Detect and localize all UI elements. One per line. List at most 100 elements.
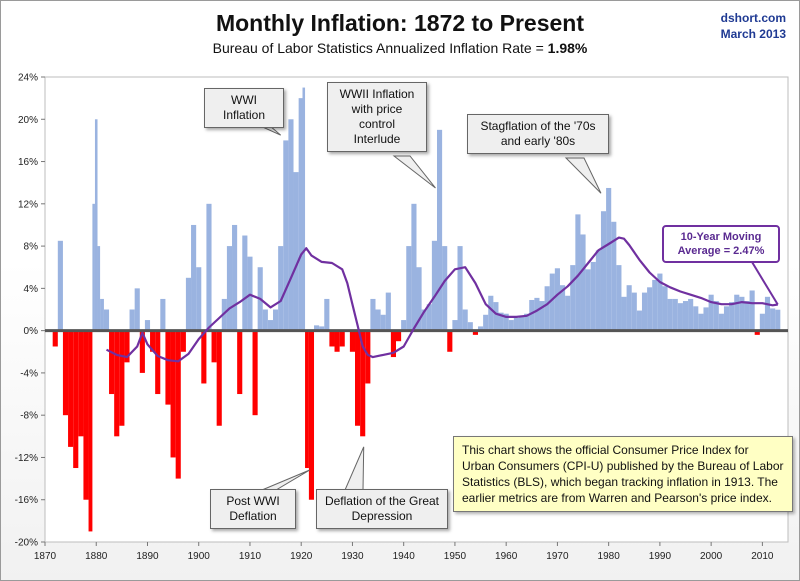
x-tick-label: 1910 [239, 551, 262, 562]
inflation-bar [652, 279, 658, 331]
inflation-bar [206, 203, 212, 331]
deflation-bar [68, 330, 74, 447]
inflation-bar [314, 325, 320, 331]
deflation-bar [237, 330, 243, 395]
inflation-bar [385, 292, 391, 331]
inflation-bar [298, 98, 303, 331]
inflation-bar [698, 313, 704, 331]
deflation-bar [119, 330, 125, 426]
deflation-bar [165, 330, 171, 405]
moving-average-label: 10-Year Moving Average = 2.47% [662, 225, 780, 263]
inflation-bar [426, 304, 432, 331]
deflation-bar [78, 330, 84, 437]
deflation-bar [447, 330, 453, 352]
deflation-bar [334, 330, 340, 352]
deflation-bar [180, 330, 186, 352]
inflation-bar [575, 214, 581, 331]
inflation-bar [242, 235, 248, 331]
inflation-bar [191, 224, 197, 331]
y-tick-label: -16% [15, 495, 38, 506]
x-tick-label: 1970 [546, 551, 569, 562]
deflation-bar [155, 330, 161, 395]
axes-layer: 24% 20% 16% 12% 8% 4% 0% -4% -8% -12% -16% -20% 1870… [15, 73, 788, 562]
inflation-bar [226, 246, 233, 331]
inflation-bar [493, 302, 499, 331]
inflation-bar [370, 298, 376, 331]
inflation-bar [134, 288, 140, 331]
y-tick-label: 20% [18, 115, 38, 126]
inflation-bar [764, 296, 771, 331]
inflation-bar [744, 301, 750, 331]
inflation-bar [498, 312, 504, 331]
y-tick-label: -4% [20, 368, 38, 379]
deflation-bar [83, 330, 89, 500]
deflation-bar [360, 330, 366, 437]
inflation-bar [97, 246, 101, 331]
inflation-bar [600, 211, 607, 331]
deflation-bar [252, 330, 258, 416]
deflation-bar [52, 330, 58, 347]
inflation-bar [196, 267, 202, 331]
inflation-bar [723, 306, 730, 331]
chart-subtitle: Bureau of Labor Statistics Annualized In… [0, 40, 800, 56]
inflation-bar [278, 246, 284, 331]
deflation-bar [349, 330, 356, 352]
deflation-bar [355, 330, 361, 426]
deflation-bar [329, 330, 335, 347]
inflation-bar [529, 299, 535, 331]
deflation-bar [754, 330, 760, 335]
y-tick-label: -20% [15, 538, 38, 549]
inflation-bar [462, 309, 468, 331]
x-tick-label: 1990 [649, 551, 672, 562]
callout-depression: Deflation of the Great Depression [316, 489, 448, 529]
inflation-bar [641, 292, 648, 331]
y-tick-label: 8% [24, 242, 39, 253]
inflation-bar [677, 303, 683, 331]
x-tick-label: 1900 [188, 551, 211, 562]
y-tick-label: -8% [20, 411, 38, 422]
inflation-bar [631, 292, 637, 331]
inflation-bar [611, 221, 617, 331]
inflation-bar [375, 309, 381, 331]
chart-note: This chart shows the official Consumer P… [453, 436, 793, 512]
inflation-bar [667, 298, 673, 331]
inflation-bar [411, 203, 417, 331]
inflation-bar [739, 296, 745, 331]
x-tick-label: 1890 [136, 551, 159, 562]
deflation-bar [62, 330, 69, 416]
inflation-bar [288, 119, 294, 331]
deflation-bar [216, 330, 222, 426]
deflation-bar [124, 330, 130, 363]
inflation-bar [672, 298, 678, 331]
inflation-bar [421, 309, 427, 331]
inflation-bar [524, 313, 530, 331]
callout-post-wwi: Post WWI Deflation [210, 489, 296, 529]
inflation-bar [606, 187, 612, 331]
x-tick-label: 1920 [290, 551, 313, 562]
inflation-bar [467, 322, 473, 331]
subtitle-value: 1.98% [547, 40, 588, 56]
inflation-bar [585, 269, 591, 331]
inflation-bar [302, 87, 306, 331]
inflation-bar [518, 316, 525, 331]
inflation-bar [57, 240, 63, 331]
inflation-bar [503, 313, 509, 331]
inflation-bar [477, 326, 484, 331]
callout-pointers [246, 119, 779, 491]
inflation-bar [657, 273, 663, 331]
inflation-bar [232, 224, 238, 331]
inflation-bar [580, 234, 586, 331]
y-tick-label: -12% [15, 453, 38, 464]
subtitle-label: Bureau of Labor Statistics Annualized In… [212, 40, 544, 56]
deflation-bar [139, 330, 145, 373]
deflation-bar [308, 330, 315, 500]
deflation-bar [305, 330, 309, 469]
x-tick-label: 2010 [751, 551, 774, 562]
y-tick-label: 24% [18, 73, 38, 84]
deflation-bar [211, 330, 217, 363]
inflation-bar [380, 314, 386, 331]
deflation-bar [365, 330, 371, 384]
deflation-bar [339, 330, 345, 347]
inflation-bar [770, 308, 776, 331]
inflation-bar [616, 265, 622, 331]
